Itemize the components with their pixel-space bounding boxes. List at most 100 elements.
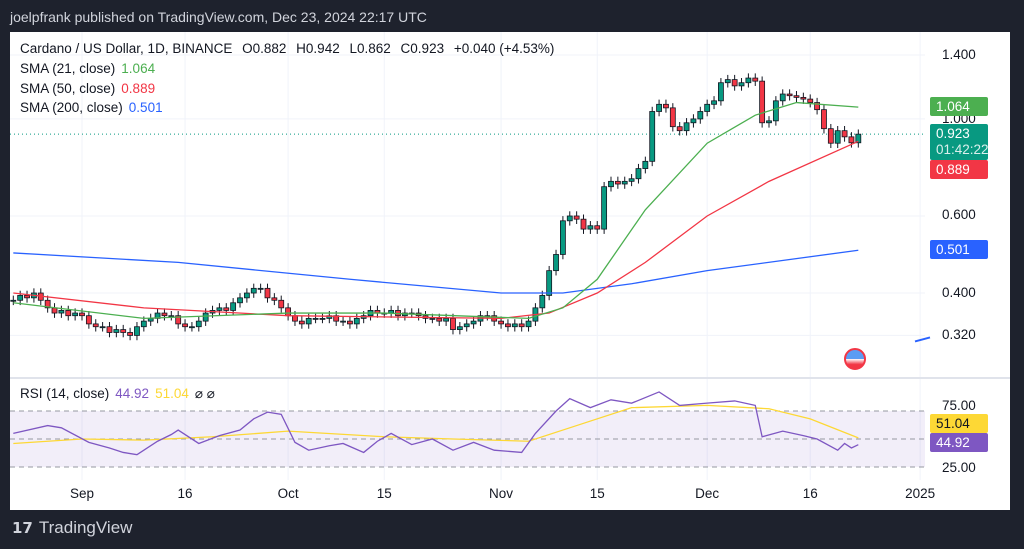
rsi-tick: 75.00 xyxy=(942,398,976,413)
candle-body xyxy=(649,111,656,162)
tv-logo-icon: 𝟭𝟳 xyxy=(12,520,33,537)
candle-body xyxy=(305,317,312,325)
candle-body xyxy=(120,329,127,333)
symbol-title[interactable]: Cardano / US Dollar, 1D, BINANCE xyxy=(20,41,233,56)
candle-body xyxy=(566,215,573,222)
last-price-tag: 0.923 01:42:22 xyxy=(930,124,989,160)
candle-body xyxy=(793,95,800,98)
brand-name: TradingView xyxy=(38,518,133,537)
candle-body xyxy=(340,320,346,323)
rsi-ma-value: 51.04 xyxy=(155,386,189,401)
candle-body xyxy=(450,317,456,330)
candle-body xyxy=(436,317,443,322)
candle-body xyxy=(759,80,766,124)
candle-body xyxy=(127,332,133,336)
rsi-tag: 44.92 xyxy=(930,433,988,452)
bar-countdown: 01:42:22 xyxy=(936,142,989,157)
candle-body xyxy=(470,320,477,325)
sma50-price-tag: 0.889 xyxy=(930,160,988,179)
sma21-price-tag: 1.064 xyxy=(930,97,988,116)
symbol-legend: Cardano / US Dollar, 1D, BINANCE O0.882 … xyxy=(20,41,560,56)
candle-body xyxy=(230,302,237,311)
candle-body xyxy=(264,287,271,299)
candle-body xyxy=(779,93,786,102)
candle-body xyxy=(298,320,305,325)
date-tick: Oct xyxy=(277,486,299,501)
chart-panel[interactable]: Cardano / US Dollar, 1D, BINANCE O0.882 … xyxy=(10,32,1010,510)
us-flag-icon[interactable] xyxy=(844,348,866,370)
candle-body xyxy=(456,326,463,330)
rsi-line xyxy=(13,391,859,456)
projection-line xyxy=(914,336,931,343)
candle-body xyxy=(546,270,553,296)
sma50-value: 0.889 xyxy=(121,81,156,96)
na-icon: ⌀ ⌀ xyxy=(194,386,215,401)
candle-body xyxy=(834,130,841,144)
candle-body xyxy=(278,299,285,309)
candle-body xyxy=(827,128,834,144)
candle-body xyxy=(525,320,532,328)
ohlc-change: +0.040 (+4.53%) xyxy=(453,41,555,56)
candle-body xyxy=(628,178,635,182)
candle-body xyxy=(134,326,140,336)
sma200-line xyxy=(13,249,859,294)
candle-body xyxy=(58,310,65,314)
candle-body xyxy=(560,220,566,255)
chart-canvas[interactable] xyxy=(10,32,1010,510)
candle-body xyxy=(161,312,168,317)
candle-body xyxy=(518,323,525,328)
candle-body xyxy=(237,297,243,304)
sma21-legend[interactable]: SMA (21, close) 1.064 xyxy=(20,61,161,76)
candle-body xyxy=(553,254,559,272)
candle-body xyxy=(635,168,642,180)
candle-body xyxy=(614,180,621,185)
candle-body xyxy=(676,126,683,132)
candle-body xyxy=(250,287,257,294)
price-tick: 0.400 xyxy=(942,285,976,300)
date-tick: 15 xyxy=(376,486,392,501)
candle-body xyxy=(724,79,731,84)
candle-body xyxy=(216,307,223,311)
rsi-value: 44.92 xyxy=(115,386,150,401)
sma200-legend[interactable]: SMA (200, close) 0.501 xyxy=(20,100,169,115)
candle-body xyxy=(738,82,745,87)
candle-body xyxy=(92,323,99,328)
candle-body xyxy=(189,326,195,329)
candle-body xyxy=(601,186,608,230)
rsi-ma-tag: 51.04 xyxy=(930,414,988,433)
ohlc-low: L0.862 xyxy=(349,41,391,56)
candle-body xyxy=(505,323,511,328)
candle-body xyxy=(683,122,690,132)
candle-body xyxy=(429,317,436,320)
candle-body xyxy=(766,120,772,124)
sma50-legend[interactable]: SMA (50, close) 0.889 xyxy=(20,81,161,96)
candle-body xyxy=(65,310,72,317)
sma21-line xyxy=(13,101,859,320)
candle-body xyxy=(814,102,820,111)
ohlc-high: H0.942 xyxy=(296,41,340,56)
candle-body xyxy=(752,77,759,82)
candle-body xyxy=(821,109,827,130)
candle-body xyxy=(223,307,230,311)
rsi-legend[interactable]: RSI (14, close) 44.92 51.04 ⌀ ⌀ xyxy=(20,386,221,402)
price-tick: 1.400 xyxy=(942,47,976,62)
date-tick: 15 xyxy=(589,486,605,501)
candle-body xyxy=(443,317,450,322)
sma200-label: SMA (200, close) xyxy=(20,100,123,115)
date-tick: Dec xyxy=(695,486,720,501)
candle-body xyxy=(855,133,862,144)
sma21-value: 1.064 xyxy=(121,61,156,76)
tradingview-logo[interactable]: 𝟭𝟳 TradingView xyxy=(12,518,132,538)
candle-body xyxy=(72,312,79,317)
candle-body xyxy=(539,295,546,309)
sma50-line xyxy=(13,140,859,320)
candle-body xyxy=(113,329,120,333)
sma50-label: SMA (50, close) xyxy=(20,81,116,96)
sma200-price-tag: 0.501 xyxy=(930,240,988,259)
candle-body xyxy=(106,326,113,333)
candle-body xyxy=(697,111,704,120)
candle-body xyxy=(800,96,807,100)
candle-body xyxy=(353,317,360,325)
candle-body xyxy=(17,295,24,301)
candle-body xyxy=(312,317,319,320)
